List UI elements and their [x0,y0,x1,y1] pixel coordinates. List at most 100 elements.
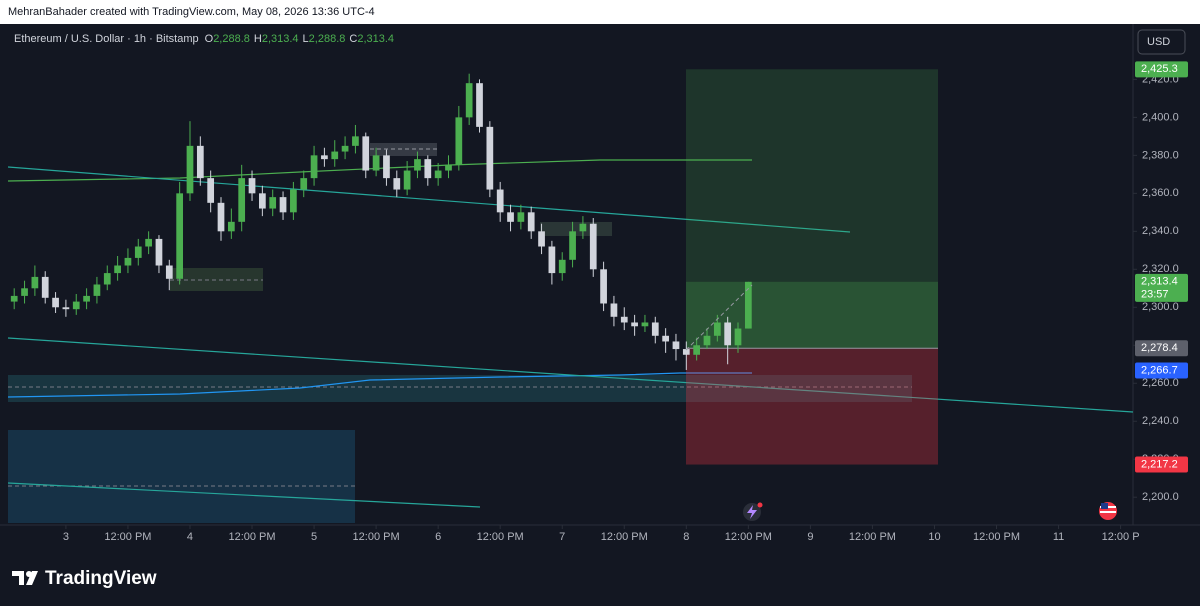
trend-line [8,482,481,508]
currency-label[interactable]: USD [1147,36,1170,48]
y-tick-label: 2,340.0 [1142,225,1179,237]
brand-name: TradingView [45,568,157,589]
ohlc-value: 2,313.4 [357,33,394,45]
candle-body [517,212,525,222]
y-tick-label: 2,360.0 [1142,187,1179,199]
candle-body [372,155,380,171]
price-label-box [1135,61,1188,78]
candle-body [227,221,235,232]
candle-body [383,155,390,179]
candle-body [538,231,545,247]
candle-body [682,349,690,355]
x-tick-label: 10 [928,531,940,543]
alert-dot [757,502,763,508]
candle-body [703,335,711,346]
y-tick-label: 2,400.0 [1142,111,1179,123]
bar-countdown: 23:57 [1141,289,1169,301]
x-tick-label: 12:00 PM [849,531,896,543]
candle-body [486,126,494,190]
x-tick-label: 12:00 PM [104,531,151,543]
candle-body [248,178,256,194]
candle-body [362,136,370,171]
candle-body [134,246,142,258]
candle-body [476,83,483,127]
trend-line [8,166,851,233]
currency-button[interactable] [1137,29,1186,55]
candle-body [414,159,421,171]
x-tick-label: 5 [311,531,317,543]
symbol-title: Ethereum / U.S. Dollar · 1h · Bitstamp [14,33,199,45]
x-tick-label: 12:00 PM [601,531,648,543]
x-tick-label: 12:00 PM [353,531,400,543]
x-tick-label: 7 [559,531,565,543]
candle-body [21,288,28,296]
candle-body [331,151,339,160]
x-tick-label: 3 [63,531,69,543]
zone [170,268,263,291]
candle-body [341,145,349,152]
candle-body [569,231,576,260]
projection-line [685,284,753,351]
zone [540,222,612,236]
candle-body [83,295,90,302]
candle-body [145,238,152,247]
candle-body [41,276,49,298]
candle-body [558,259,566,274]
zone [8,430,355,523]
header-text: MehranBahader created with TradingView.c… [8,6,375,18]
ohlc-value: 2,288.8 [309,33,346,45]
candle-body [279,197,287,213]
ohlc-key: H [254,33,262,45]
candle-body [259,193,266,209]
flag-stripe [1100,511,1116,513]
candle-body [93,284,101,296]
candle-body [455,117,463,165]
ohlc-value: 2,313.4 [262,33,299,45]
position-tool [686,69,938,465]
trend-line [8,337,1133,413]
candle-body [548,246,556,274]
x-tick-label: 9 [807,531,813,543]
candle-body [424,159,432,179]
x-tick-label: 11 [1053,531,1064,543]
candle-body [176,193,184,279]
candle-body [651,322,659,336]
candle-body [589,223,597,270]
x-tick-label: 12:00 PM [477,531,524,543]
zone [8,375,912,402]
y-tick-label: 2,380.0 [1142,149,1179,161]
candle-body [693,345,701,355]
candle-body [290,189,297,213]
candle-body [321,155,328,160]
footer [0,556,1200,606]
x-tick-label: 6 [435,531,441,543]
x-tick-label: 12:00 PM [973,531,1020,543]
candle-body [465,83,473,118]
header-bar [0,0,1200,24]
ohlc-value: 2,288.8 [213,33,250,45]
candle-body [579,223,587,232]
candle-body [734,328,742,346]
flag-canton [1101,503,1108,509]
y-tick-label: 2,200.0 [1142,491,1179,503]
candle-body [527,212,535,232]
candle-body [72,301,80,310]
open-profit-zone [686,281,938,349]
candle-body [155,238,163,266]
candle-body [217,202,225,232]
y-tick-label: 2,300.0 [1142,301,1179,313]
price-label: 2,266.7 [1141,364,1178,376]
drawings [8,143,1133,523]
candle-body [713,322,721,336]
candle-body [269,197,277,209]
candle-body [496,189,504,213]
candle-body [300,178,308,190]
candle-body [238,178,246,222]
candle-body [196,145,204,179]
candle-body [103,273,111,285]
candle-body [403,170,411,190]
candle-body [600,269,607,304]
candle-body [186,145,194,194]
